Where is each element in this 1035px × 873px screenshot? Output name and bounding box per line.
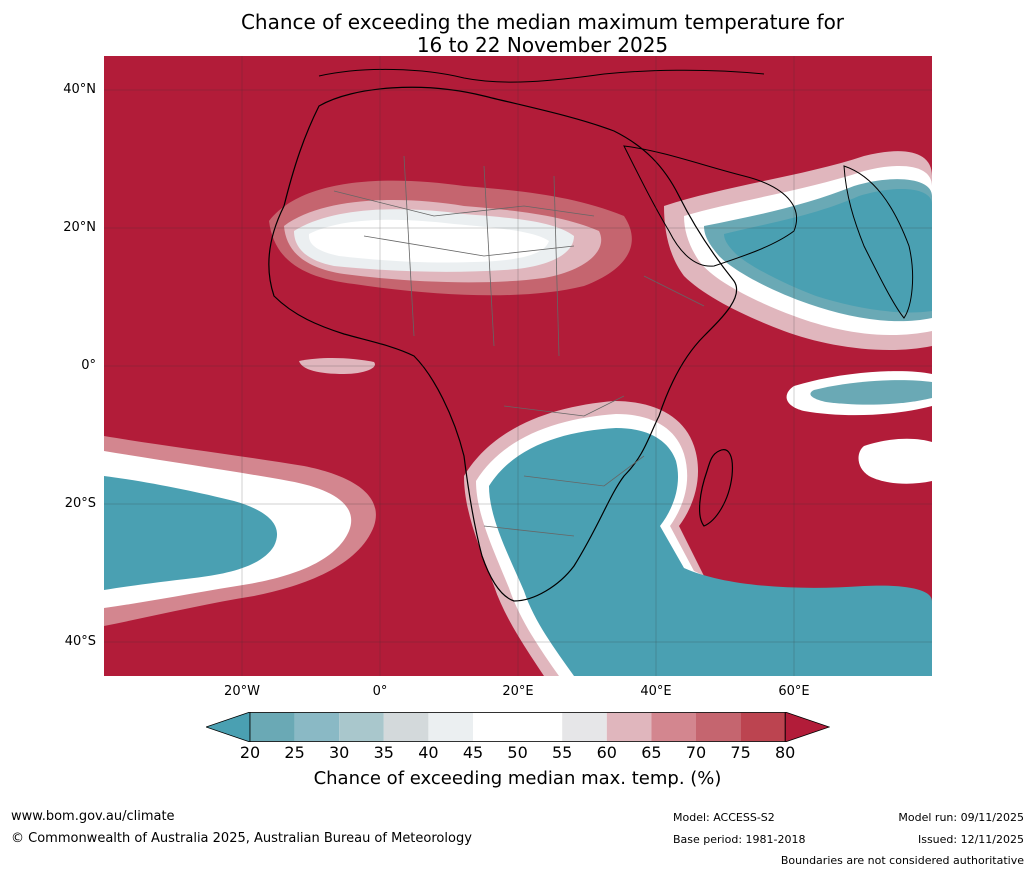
map-canvas <box>104 56 932 676</box>
colorbar-segment <box>383 712 429 742</box>
colorbar-tick-label: 60 <box>596 743 617 762</box>
colorbar <box>206 712 830 742</box>
colorbar-segment <box>517 712 563 742</box>
europe-coastline <box>318 68 765 83</box>
graticule <box>104 56 932 676</box>
lon-label-0: 0° <box>372 684 388 699</box>
colorbar-tick-label: 55 <box>552 743 573 762</box>
colorbar-tick-label: 40 <box>418 743 439 762</box>
colorbar-tick-label: 20 <box>239 743 261 762</box>
colorbar-frame <box>249 712 786 742</box>
footer-disclaimer: Boundaries are not considered authoritat… <box>780 854 1024 867</box>
colorbar-segment <box>696 712 741 742</box>
colorbar-segment <box>651 712 696 742</box>
colorbar-tick-label: 30 <box>329 743 350 762</box>
map-title-line1: Chance of exceeding the median maximum t… <box>240 10 845 34</box>
madagascar-coastline <box>698 449 734 527</box>
lon-label-40e: 40°E <box>640 684 672 699</box>
colorbar-segment <box>294 712 340 742</box>
colorbar-extend-high <box>784 712 830 742</box>
lat-label-20s: 20°S <box>64 496 96 511</box>
colorbar-tick-label: 65 <box>641 743 662 762</box>
lon-label-20w: 20°W <box>224 684 260 699</box>
colorbar-tick-label: 35 <box>373 743 394 762</box>
footer-copyright: © Commonwealth of Australia 2025, Austra… <box>11 831 472 846</box>
colorbar-segment <box>562 712 607 742</box>
colorbar-segment <box>250 712 295 742</box>
lat-label-40n: 40°N <box>63 82 96 97</box>
map-title-line2: 16 to 22 November 2025 <box>416 33 669 57</box>
probability-map <box>104 56 932 676</box>
colorbar-tick-label: 80 <box>775 743 796 762</box>
footer-model-run: Model run: 09/11/2025 <box>898 811 1024 824</box>
colorbar-tick-label: 45 <box>462 743 484 762</box>
lat-label-0: 0° <box>81 358 96 373</box>
colorbar-segment <box>740 712 786 742</box>
arabia-coastline <box>623 145 797 267</box>
footer-issued: Issued: 12/11/2025 <box>917 833 1024 846</box>
lat-label-40s: 40°S <box>64 634 96 649</box>
colorbar-tick-label: 75 <box>730 743 751 762</box>
footer-model: Model: ACCESS-S2 <box>673 811 775 824</box>
country-boundaries <box>333 155 705 537</box>
africa-coastline <box>268 86 738 602</box>
colorbar-segment <box>339 712 384 742</box>
colorbar-segment <box>428 712 473 742</box>
colorbar-label: Chance of exceeding median max. temp. (%… <box>313 768 722 789</box>
colorbar-segment <box>473 712 518 742</box>
colorbar-segment <box>606 712 652 742</box>
lon-label-20e: 20°E <box>502 684 534 699</box>
lat-label-20n: 20°N <box>63 220 96 235</box>
india-coastline <box>843 165 914 319</box>
lon-label-60e: 60°E <box>778 684 810 699</box>
footer-base-period: Base period: 1981-2018 <box>673 833 806 846</box>
colorbar-tick-label: 50 <box>507 743 528 762</box>
colorbar-tick-label: 70 <box>685 743 707 762</box>
footer-website: www.bom.gov.au/climate <box>11 809 175 824</box>
colorbar-extend-low <box>206 712 251 742</box>
colorbar-tick-label: 25 <box>284 743 305 762</box>
